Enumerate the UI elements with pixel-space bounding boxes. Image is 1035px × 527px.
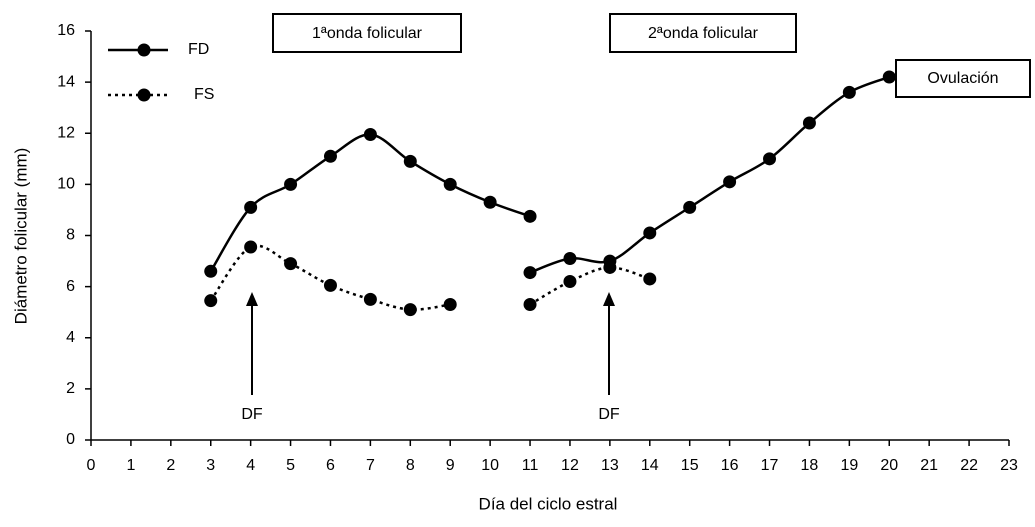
legend-marker — [137, 88, 151, 102]
data-point — [284, 177, 298, 191]
x-tick-label: 20 — [880, 457, 898, 474]
y-tick-label: 10 — [57, 176, 75, 193]
data-point — [443, 177, 457, 191]
data-point — [723, 175, 737, 189]
x-tick-label: 14 — [641, 457, 659, 474]
data-point — [882, 70, 896, 84]
x-tick-label: 11 — [522, 457, 539, 474]
x-tick-label: 12 — [561, 457, 579, 474]
annotation-box — [895, 59, 1031, 98]
y-tick-label: 4 — [66, 329, 75, 346]
data-point — [802, 116, 816, 130]
series-line — [209, 244, 651, 311]
x-tick-label: 4 — [246, 457, 255, 474]
data-point — [403, 154, 417, 168]
legend-marker — [137, 43, 151, 57]
y-tick-label: 6 — [66, 278, 75, 295]
x-tick-label: 19 — [840, 457, 858, 474]
data-point — [204, 294, 218, 308]
data-point — [323, 149, 337, 163]
data-point — [643, 226, 657, 240]
annotation-box — [609, 13, 797, 53]
y-tick-label: 8 — [66, 227, 75, 244]
x-tick-label: 2 — [166, 457, 175, 474]
data-point — [523, 266, 537, 280]
x-tick-label: 5 — [286, 457, 295, 474]
y-tick-label: 14 — [57, 73, 75, 90]
x-tick-label: 9 — [446, 457, 455, 474]
arrow-head — [603, 292, 615, 306]
y-axis-title: Diámetro folicular (mm) — [11, 148, 30, 325]
x-tick-label: 22 — [960, 457, 978, 474]
x-tick-label: 0 — [87, 457, 96, 474]
annotation: 2ªonda folicular — [648, 25, 759, 42]
x-axis-title: Día del ciclo estral — [479, 494, 618, 513]
data-point — [643, 272, 657, 286]
arrow-head — [246, 292, 258, 306]
legend-label: FD — [188, 41, 209, 58]
data-point — [483, 195, 497, 209]
x-tick-label: 21 — [920, 457, 938, 474]
data-point — [443, 298, 457, 312]
x-tick-label: 1 — [126, 457, 135, 474]
data-point — [284, 257, 298, 271]
series-line — [209, 75, 890, 274]
data-point — [523, 298, 537, 312]
legend-label: FS — [194, 86, 214, 103]
annotation: DF — [598, 406, 620, 423]
annotation-box — [272, 13, 462, 53]
x-tick-label: 13 — [601, 457, 619, 474]
data-point — [563, 275, 577, 289]
x-tick-label: 18 — [801, 457, 819, 474]
x-tick-label: 10 — [481, 457, 499, 474]
y-tick-label: 16 — [57, 22, 75, 39]
annotation: DF — [241, 406, 263, 423]
data-point — [244, 200, 258, 214]
annotation: Ovulación — [927, 70, 998, 87]
x-tick-label: 15 — [681, 457, 699, 474]
data-point — [363, 292, 377, 306]
x-tick-label: 7 — [366, 457, 375, 474]
data-point — [683, 200, 697, 214]
data-point — [603, 260, 617, 274]
x-tick-label: 6 — [326, 457, 335, 474]
x-tick-label: 16 — [721, 457, 739, 474]
data-point — [323, 278, 337, 292]
data-point — [523, 209, 537, 223]
x-tick-label: 17 — [761, 457, 779, 474]
data-point — [363, 128, 377, 142]
data-point — [763, 152, 777, 166]
data-point — [244, 240, 258, 254]
annotation: 1ªonda folicular — [312, 25, 423, 42]
data-point — [842, 85, 856, 99]
x-tick-label: 3 — [206, 457, 215, 474]
y-tick-label: 2 — [66, 380, 75, 397]
x-tick-label: 23 — [1000, 457, 1018, 474]
data-point — [204, 264, 218, 278]
x-tick-label: 8 — [406, 457, 415, 474]
data-point — [403, 303, 417, 317]
data-point — [563, 252, 577, 266]
y-tick-label: 12 — [57, 124, 75, 141]
y-tick-label: 0 — [66, 431, 75, 448]
